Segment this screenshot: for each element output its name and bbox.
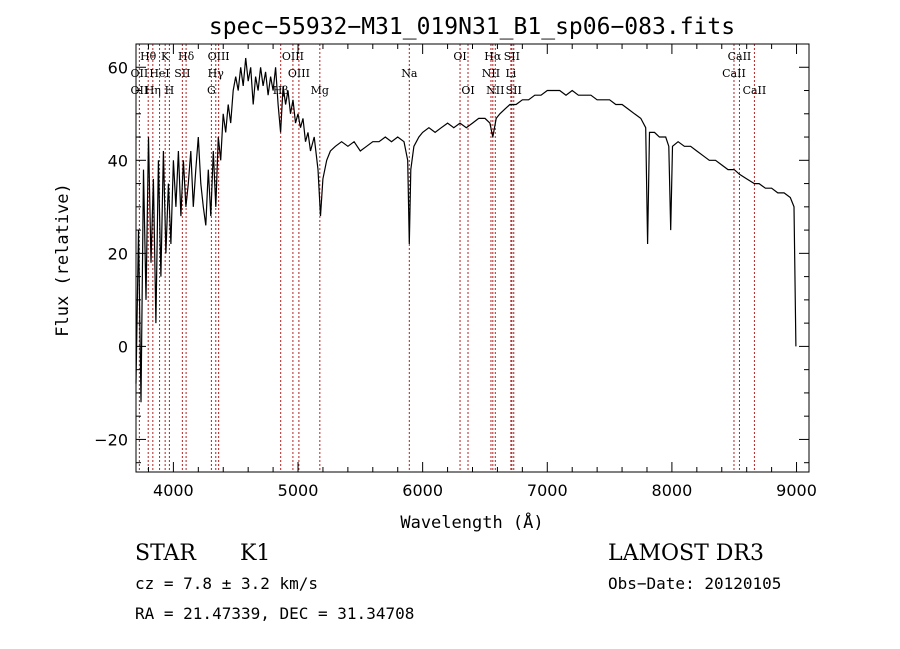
x-axis-ticks: 4000 5000 6000 7000 8000 9000 xyxy=(147,44,817,500)
spectral-line-label: Hγ xyxy=(208,67,225,80)
spectral-line-label: K xyxy=(161,50,170,63)
spectral-line-label: Hη xyxy=(145,84,161,97)
y-tick-label: −20 xyxy=(94,430,128,449)
spectral-line-label: OI xyxy=(453,50,466,63)
spectral-line-label: Hα xyxy=(484,50,502,63)
spectral-line-markers xyxy=(138,44,755,472)
spectral-line-label: CaII xyxy=(722,67,746,80)
spectral-line-label: Li xyxy=(505,67,516,80)
x-tick-label: 6000 xyxy=(402,481,443,500)
spectral-line-label: NII xyxy=(482,67,500,80)
spectral-line-label: SII xyxy=(506,84,522,97)
spectral-line-label: OIII xyxy=(282,50,304,63)
spectral-line-label: CaII xyxy=(728,50,752,63)
spectral-line-label: SII xyxy=(504,50,520,63)
spectral-line-label: OII xyxy=(131,67,149,80)
x-axis-label: Wavelength (Å) xyxy=(400,511,543,533)
y-tick-label: 0 xyxy=(118,337,128,356)
chart-title: spec−55932−M31_019N31_B1_sp06−083.fits xyxy=(209,14,735,40)
x-tick-label: 5000 xyxy=(278,481,319,500)
spectral-line-label: Hβ xyxy=(273,84,289,97)
y-tick-label: 40 xyxy=(108,151,128,170)
object-subclass: K1 xyxy=(240,541,270,566)
spectral-line-label: SII xyxy=(174,67,190,80)
x-tick-label: 9000 xyxy=(776,481,817,500)
spectral-line-label: OIII xyxy=(288,67,310,80)
spectrum-line xyxy=(135,57,797,403)
spectral-line-label: OIII xyxy=(208,50,230,63)
spectral-line-label: HeI xyxy=(149,67,169,80)
x-tick-label: 4000 xyxy=(153,481,194,500)
object-class: STAR xyxy=(135,541,197,566)
plot-frame xyxy=(135,43,810,473)
spectral-line-label: Na xyxy=(401,67,418,80)
obs-date: Obs−Date: 20120105 xyxy=(608,574,781,593)
spectral-line-label: G xyxy=(207,84,216,97)
survey-name: LAMOST DR3 xyxy=(608,541,764,566)
spectral-line-label: OI xyxy=(461,84,474,97)
spectral-line-label: H xyxy=(165,84,175,97)
spectral-line-label: CaII xyxy=(743,84,767,97)
spectral-line-label: Hδ xyxy=(178,50,195,63)
x-tick-label: 8000 xyxy=(652,481,693,500)
spectral-line-label: NII xyxy=(486,84,504,97)
y-tick-label: 20 xyxy=(108,244,128,263)
coordinates: RA = 21.47339, DEC = 31.34708 xyxy=(135,604,414,623)
y-axis-label: Flux (relative) xyxy=(53,183,73,337)
y-tick-label: 60 xyxy=(108,58,128,77)
y-axis-ticks: −20 0 20 40 60 xyxy=(94,43,809,464)
redshift-value: cz = 7.8 ± 3.2 km/s xyxy=(135,574,318,593)
spectral-line-label: Hθ xyxy=(140,50,157,63)
spectral-line-label: Mg xyxy=(311,84,329,97)
x-tick-label: 7000 xyxy=(527,481,568,500)
